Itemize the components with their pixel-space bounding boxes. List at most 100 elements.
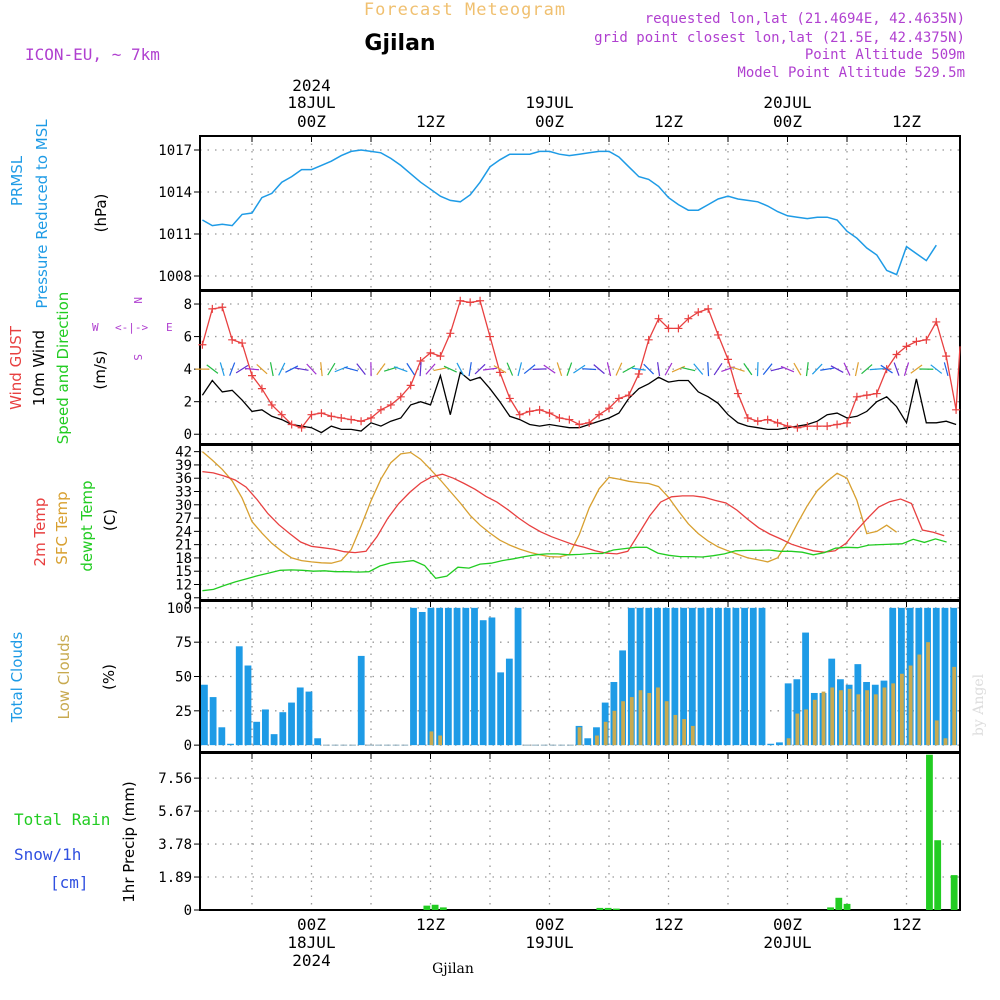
- total-cloud-bar: [444, 607, 452, 746]
- wind-direction-arrow: [269, 362, 274, 377]
- y-tick-label: 25: [175, 704, 192, 720]
- rain-bar: [423, 905, 431, 910]
- total-cloud-bar: [941, 607, 949, 746]
- gust-marker: [287, 420, 296, 429]
- wind-direction-arrow: [285, 365, 299, 373]
- wind-direction-arrow: [468, 362, 472, 377]
- total-cloud-bar: [462, 607, 470, 746]
- y-tick-label: 1.89: [158, 870, 192, 886]
- top-date-label: 20JUL: [763, 93, 811, 112]
- gust-marker: [575, 420, 584, 429]
- gust-marker: [545, 409, 554, 418]
- compass-ew-arrow: <-|->: [115, 321, 148, 334]
- total-cloud-bar: [688, 607, 696, 746]
- gust-marker: [704, 304, 713, 313]
- gust-marker: [912, 337, 921, 346]
- y-tick-label: 0: [184, 427, 192, 443]
- gust-marker: [823, 422, 832, 431]
- pressure-axis-title: PRMSL: [8, 155, 26, 206]
- precip-axis-title: 1hr Precip (mm): [120, 781, 138, 902]
- wind-direction-arrow: [622, 365, 636, 374]
- total-cloud-bar: [505, 658, 513, 746]
- wind-direction-arrow: [811, 363, 823, 375]
- dewpoint-line: [202, 538, 947, 592]
- low-cloud-bar: [438, 735, 443, 746]
- low-cloud-bar: [847, 688, 852, 746]
- wind-direction-arrow: [443, 365, 457, 373]
- total-cloud-bar: [305, 691, 313, 746]
- temp-axis-title: 2m Temp: [31, 498, 49, 567]
- gust-marker: [724, 355, 732, 364]
- gust-marker: [376, 405, 385, 414]
- gust-marker: [396, 392, 405, 401]
- gust-marker: [327, 412, 336, 421]
- y-tick-label: 24: [175, 524, 192, 540]
- wind-direction-arrow: [643, 363, 655, 375]
- wind-direction-arrow: [419, 362, 422, 377]
- wind-direction-arrow: [219, 362, 225, 377]
- wind-direction-arrow: [910, 364, 923, 374]
- total-cloud-bar: [296, 687, 304, 746]
- y-tick-label: 18: [175, 551, 192, 567]
- gust-marker: [664, 324, 673, 333]
- wind-direction-arrow: [376, 363, 386, 376]
- wind-direction-arrow: [474, 363, 486, 375]
- low-clouds-axis-title: Low Clouds: [55, 634, 73, 719]
- rain-bar: [431, 904, 439, 910]
- y-tick-label: 50: [175, 670, 192, 686]
- total-cloud-bar: [619, 650, 627, 746]
- gust-marker: [605, 404, 613, 413]
- top-hour-label: 00Z: [297, 112, 326, 131]
- rain-bar: [827, 907, 834, 910]
- bottom-hour-label: 00Z: [773, 915, 802, 934]
- gust-marker: [743, 413, 752, 422]
- gust-marker: [694, 308, 703, 317]
- total-cloud-bar: [357, 655, 365, 746]
- gust-marker: [634, 370, 643, 379]
- rain-bar: [604, 907, 612, 910]
- wind-gust-line: [201, 300, 961, 429]
- wind-direction-arrow: [517, 362, 523, 377]
- top-hour-label: 12Z: [892, 112, 921, 131]
- wind-direction-arrow: [294, 367, 309, 371]
- gust-marker: [733, 389, 742, 398]
- grid-point-coords: grid point closest lon,lat (21.5E, 42.43…: [594, 30, 965, 46]
- total-cloud-bar: [627, 607, 635, 746]
- y-tick-label: 39: [175, 458, 192, 474]
- y-tick-label: 42: [175, 445, 192, 461]
- wind-direction-arrow: [880, 364, 893, 374]
- total-cloud-bar: [209, 697, 217, 746]
- wind-direction-arrow: [593, 364, 605, 375]
- rain-bar: [843, 903, 851, 910]
- gust-marker: [228, 335, 237, 344]
- total-cloud-bar: [767, 743, 775, 746]
- gust-marker: [783, 422, 792, 431]
- low-cloud-bar: [656, 687, 660, 746]
- total-cloud-bar: [784, 683, 792, 746]
- wind-direction-arrow: [631, 367, 646, 371]
- y-tick-label: 0: [184, 738, 192, 754]
- low-cloud-bar: [804, 709, 808, 746]
- gust-marker: [317, 409, 326, 418]
- wind-direction-arrow: [582, 368, 597, 371]
- y-tick-label: 1017: [158, 143, 192, 159]
- top-date-label: 18JUL: [287, 93, 335, 112]
- compass-south: S: [131, 354, 144, 361]
- wind-direction-arrow: [278, 362, 286, 376]
- gust-marker: [277, 410, 286, 419]
- rain-bar: [934, 840, 942, 910]
- gust-marker: [862, 391, 871, 400]
- top-hour-label: 12Z: [416, 112, 445, 131]
- total-cloud-bar: [270, 734, 278, 746]
- chart-title: Forecast Meteogram: [364, 0, 566, 20]
- wind-direction-arrow: [854, 362, 859, 377]
- wind-direction-arrow: [830, 365, 844, 373]
- total-cloud-bar: [776, 742, 783, 746]
- y-tick-label: 21: [175, 538, 192, 554]
- y-tick-label: 27: [175, 511, 192, 527]
- wind-direction-arrow: [235, 364, 249, 374]
- total-cloud-bar: [741, 607, 748, 746]
- y-tick-label: 7.56: [158, 771, 192, 787]
- gust-marker: [565, 415, 574, 424]
